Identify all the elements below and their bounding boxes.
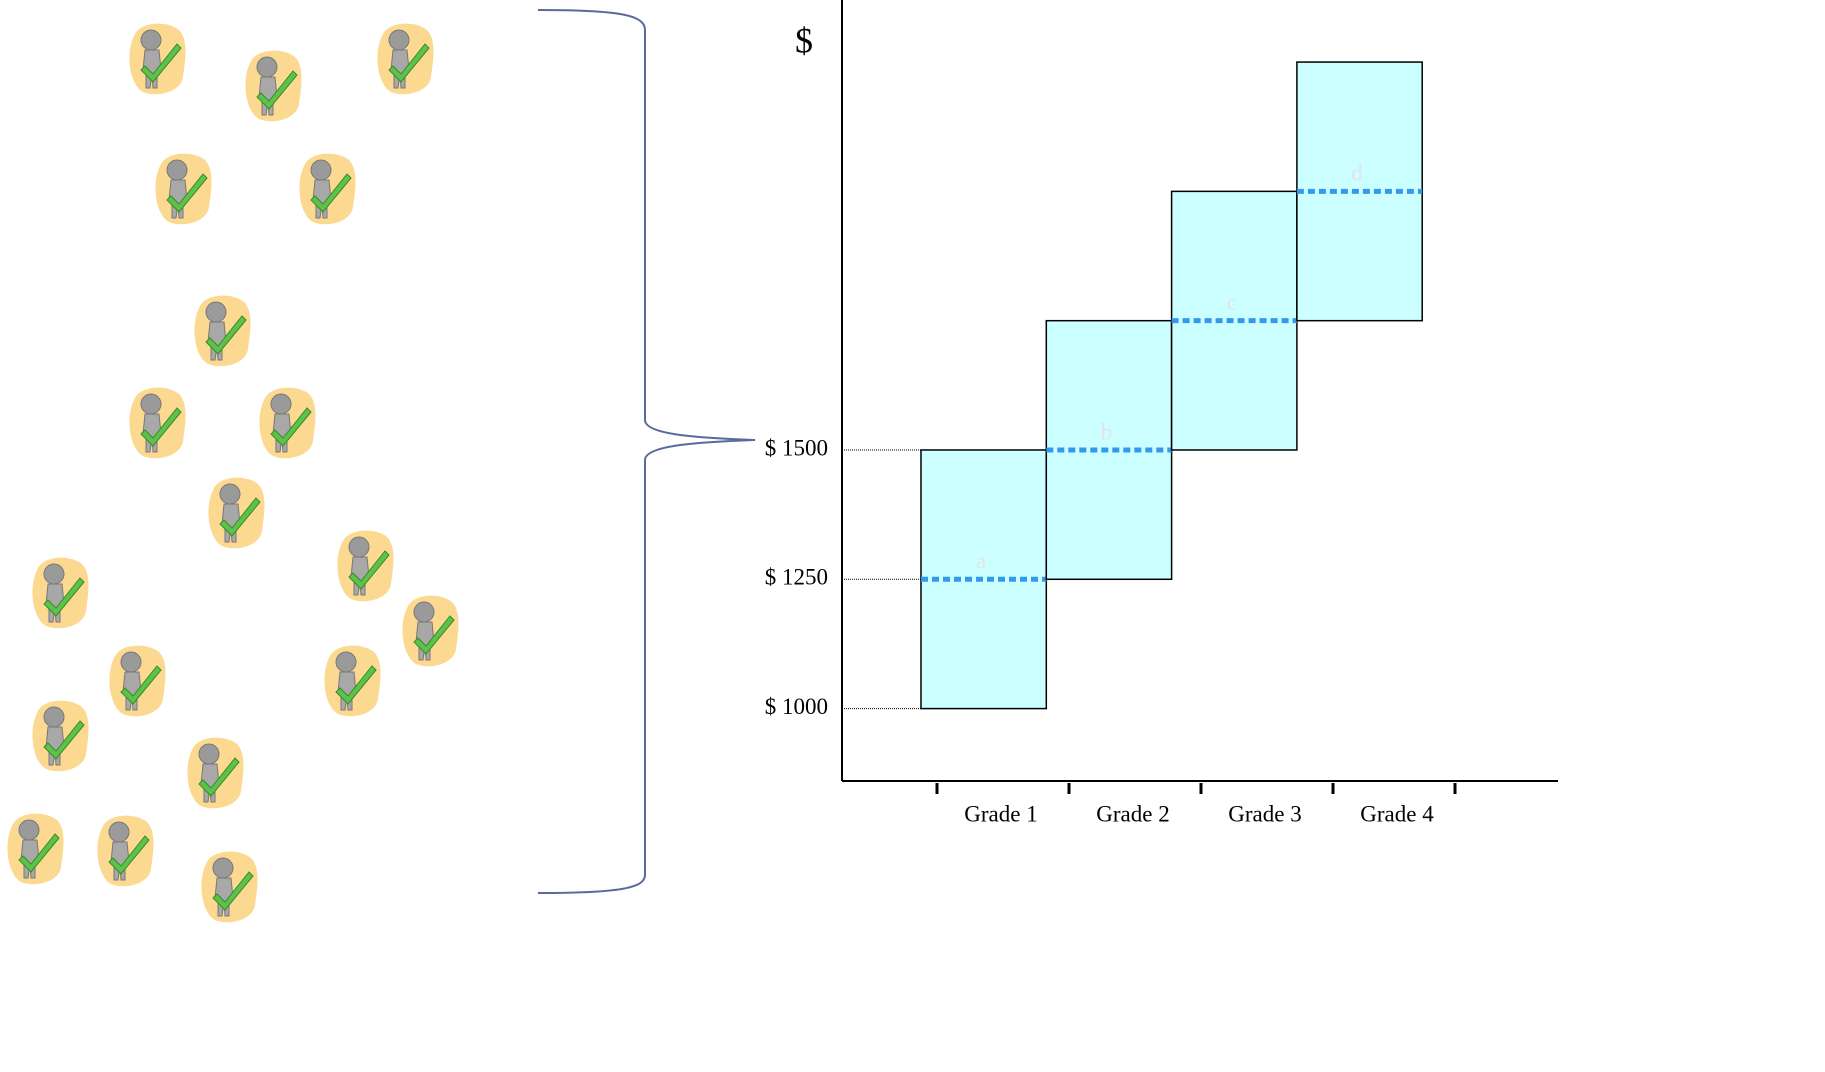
salary-band: [1045, 319, 1173, 581]
midpoint-label: d: [1351, 161, 1363, 186]
midpoint-label: b: [1101, 419, 1113, 444]
salary-band: [1296, 61, 1423, 322]
y-tick-label: $ 1250: [765, 565, 828, 590]
x-tick-label: Grade 1: [964, 801, 1037, 826]
x-tick-label: Grade 3: [1228, 801, 1301, 826]
people-icons: [6, 23, 459, 923]
midpoint-label: c: [1227, 290, 1237, 315]
salary-band: [920, 449, 1048, 710]
salary-band: [1170, 190, 1298, 451]
midpoint-label: a: [976, 549, 986, 574]
x-tick-label: Grade 4: [1360, 801, 1434, 826]
y-tick-label: $ 1500: [765, 435, 828, 460]
y-tick-label: $ 1000: [765, 694, 828, 719]
x-tick-label: Grade 2: [1096, 801, 1169, 826]
plot: $ 1000 $ 1250 $ 1500 a Grade 1 b Grade 2 c Grade…: [765, 61, 1457, 826]
y-axis-label: $: [795, 20, 813, 60]
brace: [537, 9, 756, 894]
